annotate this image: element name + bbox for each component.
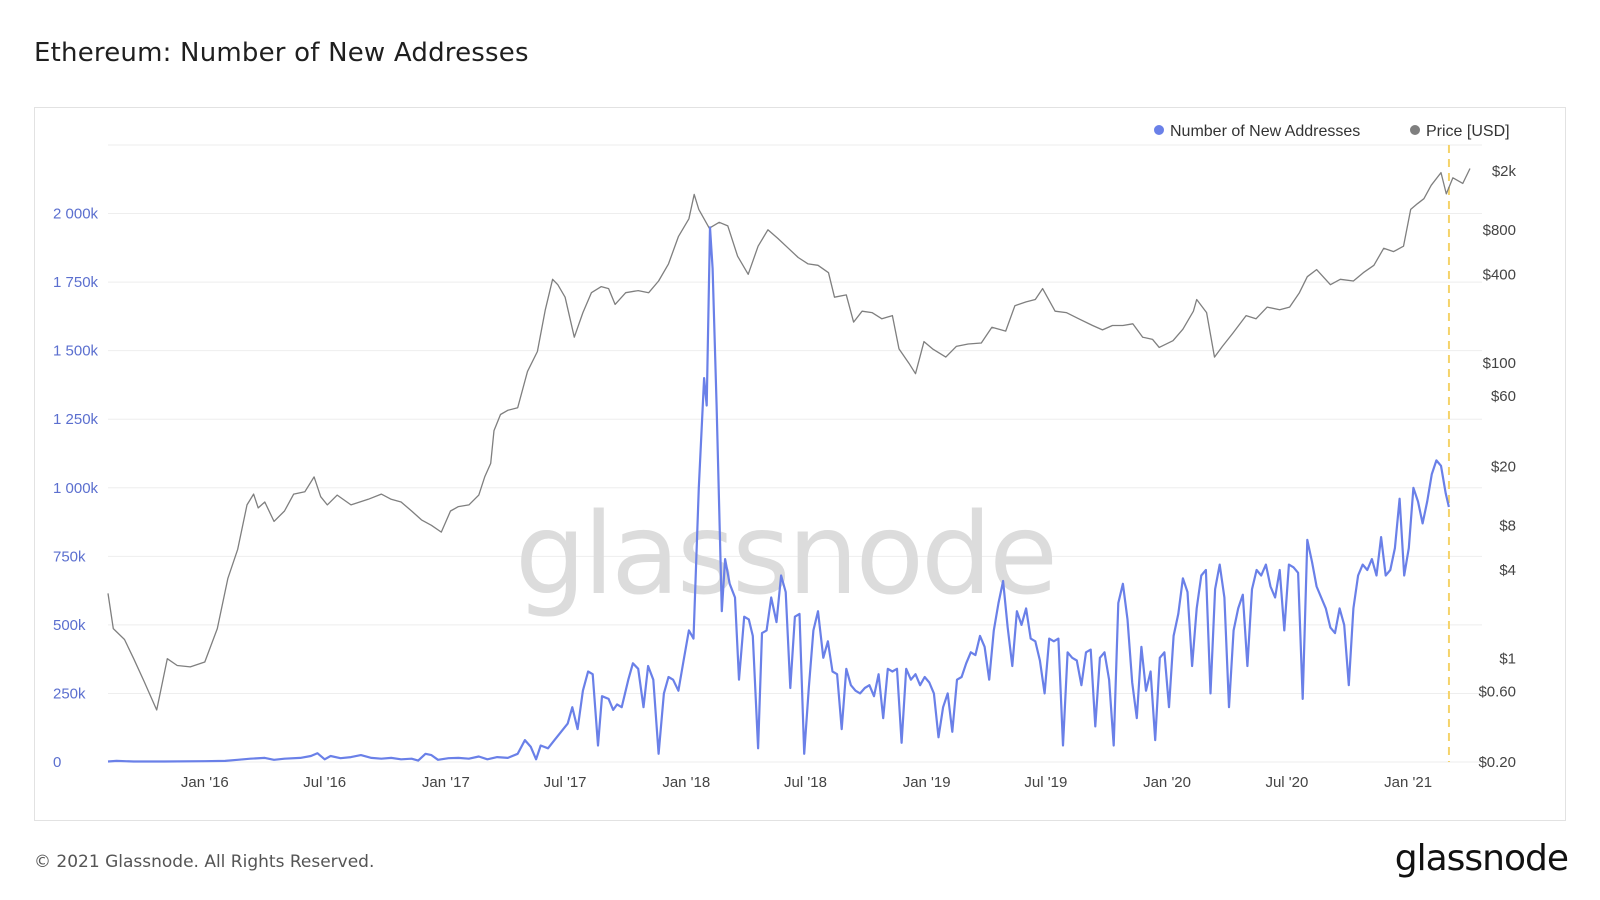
addresses-series [107, 226, 1450, 763]
x-axis-tick-label: Jul '16 [303, 774, 346, 791]
right-axis-tick-label: $60 [1491, 388, 1516, 405]
price-series [107, 168, 1471, 711]
copyright: © 2021 Glassnode. All Rights Reserved. [34, 852, 375, 872]
legend-addresses-label: Number of New Addresses [1170, 123, 1360, 140]
left-axis-tick-label: 1 000k [53, 480, 99, 497]
legend-addresses-dot [1154, 125, 1164, 135]
right-axis-tick-label: $100 [1483, 355, 1516, 372]
right-axis-tick-label: $1 [1499, 651, 1516, 668]
right-axis-ticks: $0.20 $0.60 $1 $4 $8 $20 $60 $100 $400 $800 $2k [1478, 163, 1516, 771]
x-axis-tick-label: Jul '19 [1024, 774, 1067, 791]
x-axis-ticks: Jan '16 Jul '16 Jan '17 Jul '17 Jan '18 Jul '… [181, 774, 1432, 791]
right-axis-tick-label: $800 [1483, 222, 1516, 239]
x-axis-tick-label: Jan '20 [1143, 774, 1191, 791]
chart-frame: glassnode 0 250k 500k 750k 1 000k 1 250k 1 500… [34, 107, 1566, 821]
right-axis-tick-label: $4 [1499, 562, 1516, 579]
x-axis-tick-label: Jan '19 [903, 774, 951, 791]
left-axis-tick-label: 250k [53, 685, 86, 702]
left-axis-tick-label: 1 750k [53, 274, 99, 291]
grid [108, 144, 1482, 763]
legend-item-addresses[interactable]: Number of New Addresses [1154, 123, 1360, 140]
right-axis-tick-label: $2k [1492, 163, 1517, 180]
x-axis-tick-label: Jan '18 [662, 774, 710, 791]
x-axis-tick-label: Jan '21 [1384, 774, 1432, 791]
x-axis-tick-label: Jan '17 [422, 774, 470, 791]
left-axis-tick-label: 1 250k [53, 411, 99, 428]
left-axis-tick-label: 1 500k [53, 343, 99, 360]
right-axis-tick-label: $0.60 [1478, 684, 1516, 701]
left-axis-tick-label: 0 [53, 754, 61, 771]
x-axis-tick-label: Jul '20 [1265, 774, 1308, 791]
left-axis-tick-label: 500k [53, 617, 86, 634]
addresses-line [107, 226, 1450, 763]
right-axis-tick-label: $8 [1499, 517, 1516, 534]
x-axis-tick-label: Jul '18 [784, 774, 827, 791]
left-axis-tick-label: 750k [53, 548, 86, 565]
x-axis-tick-label: Jan '16 [181, 774, 229, 791]
price-line [107, 168, 1471, 711]
right-axis-tick-label: $400 [1483, 266, 1516, 283]
legend: Number of New Addresses Price [USD] [1154, 123, 1510, 140]
left-axis-ticks: 0 250k 500k 750k 1 000k 1 250k 1 500k 1 750k 2 0… [53, 206, 99, 771]
right-axis-tick-label: $20 [1491, 459, 1516, 476]
legend-item-price[interactable]: Price [USD] [1410, 123, 1510, 140]
chart-svg: glassnode 0 250k 500k 750k 1 000k 1 250k 1 500… [53, 123, 1516, 791]
page-title: Ethereum: Number of New Addresses [34, 38, 529, 68]
right-axis-tick-label: $0.20 [1478, 754, 1516, 771]
brand-logo: glassnode [1394, 838, 1569, 879]
x-axis-tick-label: Jul '17 [544, 774, 587, 791]
left-axis-tick-label: 2 000k [53, 206, 99, 223]
legend-price-label: Price [USD] [1426, 123, 1510, 140]
watermark: glassnode [515, 490, 1055, 620]
legend-price-dot [1410, 125, 1420, 135]
